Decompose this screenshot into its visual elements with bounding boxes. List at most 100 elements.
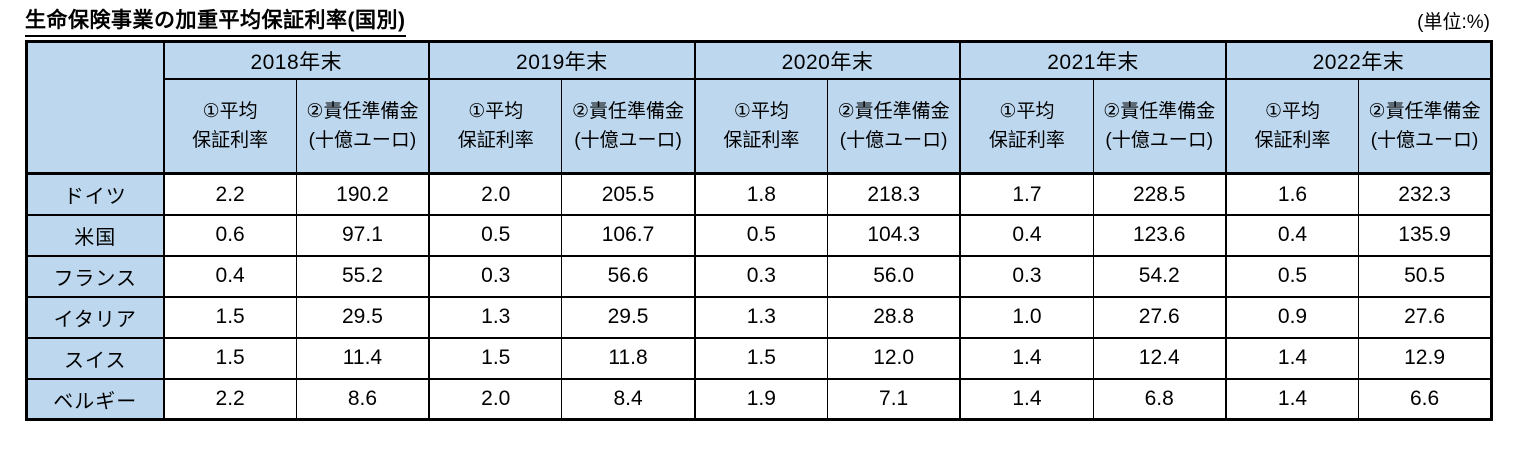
value-cell: 0.9 [1224, 295, 1360, 339]
value-cell: 1.4 [1224, 377, 1360, 421]
subheader-reserve-2021: ②責任準備金 (十億ユーロ) [1092, 77, 1227, 175]
value-cell: 1.5 [428, 336, 563, 380]
value-cell: 12.0 [826, 336, 961, 380]
subheader-rate-line1: ①平均 [468, 100, 524, 122]
subheader-rate-line1: ①平均 [999, 100, 1055, 122]
value-cell: 1.4 [1224, 336, 1360, 380]
subheader-rate-2022: ①平均 保証利率 [1224, 77, 1360, 175]
value-cell: 0.4 [162, 254, 297, 298]
year-header-2020: 2020年末 [693, 40, 961, 80]
guaranteed-rate-table: 2018年末 2019年末 2020年末 2021年末 2022年末 ①平均 保… [25, 40, 1493, 422]
value-cell: 1.4 [959, 377, 1094, 421]
subheader-reserve-line1: ②責任準備金 [837, 100, 950, 122]
value-cell: 27.6 [1358, 295, 1492, 339]
value-cell: 1.9 [693, 377, 828, 421]
value-cell: 0.5 [428, 213, 563, 257]
subheader-rate-line2: 保証利率 [192, 130, 269, 151]
value-cell: 0.5 [1224, 254, 1360, 298]
subheader-reserve-line2: (十億ユーロ) [1105, 130, 1214, 151]
value-cell: 1.5 [162, 295, 297, 339]
value-cell: 0.6 [162, 213, 297, 257]
value-cell: 1.5 [162, 336, 297, 380]
subheader-reserve-line1: ②責任準備金 [572, 100, 685, 122]
country-cell: イタリア [26, 295, 165, 339]
subheader-reserve-line2: (十億ユーロ) [839, 130, 948, 151]
value-cell: 56.6 [561, 254, 696, 298]
country-cell: 米国 [26, 213, 165, 257]
value-cell: 12.9 [1358, 336, 1492, 380]
subheader-reserve-2020: ②責任準備金 (十億ユーロ) [826, 77, 961, 175]
country-cell: フランス [26, 254, 165, 298]
value-cell: 0.3 [428, 254, 563, 298]
value-cell: 97.1 [295, 213, 430, 257]
table-row-france: フランス 0.4 55.2 0.3 56.6 0.3 56.0 0.3 54.2… [26, 254, 1492, 298]
value-cell: 6.6 [1358, 377, 1492, 421]
value-cell: 0.4 [1224, 213, 1360, 257]
subheader-reserve-line1: ②責任準備金 [306, 100, 419, 122]
value-cell: 1.3 [428, 295, 563, 339]
year-header-row: 2018年末 2019年末 2020年末 2021年末 2022年末 [26, 40, 1492, 175]
subheader-rate-line1: ①平均 [1265, 100, 1321, 122]
country-cell: ベルギー [26, 377, 165, 421]
year-header-2022: 2022年末 [1224, 40, 1492, 80]
subheader-rate-2019: ①平均 保証利率 [428, 77, 563, 175]
subheader-rate-line1: ①平均 [733, 100, 789, 122]
table-row-usa: 米国 0.6 97.1 0.5 106.7 0.5 104.3 0.4 123.… [26, 213, 1492, 257]
value-cell: 29.5 [295, 295, 430, 339]
value-cell: 2.2 [162, 172, 297, 216]
subheader-reserve-line2: (十億ユーロ) [574, 130, 682, 151]
value-cell: 106.7 [561, 213, 696, 257]
value-cell: 55.2 [295, 254, 430, 298]
year-header-2019: 2019年末 [428, 40, 696, 80]
subheader-row: ①平均 保証利率 ②責任準備金 (十億ユーロ) ①平均 保証利率 ②責任準備金 … [27, 77, 1492, 175]
header-line: 生命保険事業の加重平均保証利率(国別) (単位:%) [25, 8, 1490, 38]
value-cell: 2.0 [428, 172, 563, 216]
page-title: 生命保険事業の加重平均保証利率(国別) [25, 8, 406, 38]
subheader-reserve-2018: ②責任準備金 (十億ユーロ) [295, 77, 430, 175]
subheader-rate-line1: ①平均 [202, 100, 258, 122]
value-cell: 0.4 [959, 213, 1094, 257]
unit-label: (単位:%) [1417, 12, 1490, 34]
value-cell: 1.7 [959, 172, 1094, 216]
subheader-rate-line2: 保証利率 [723, 130, 800, 151]
subheader-reserve-line1: ②責任準備金 [1368, 100, 1481, 122]
country-cell: スイス [26, 336, 165, 380]
value-cell: 12.4 [1092, 336, 1227, 380]
value-cell: 1.6 [1224, 172, 1360, 216]
value-cell: 1.5 [693, 336, 828, 380]
value-cell: 190.2 [295, 172, 430, 216]
value-cell: 1.8 [693, 172, 828, 216]
value-cell: 27.6 [1092, 295, 1227, 339]
value-cell: 8.6 [295, 377, 430, 421]
subheader-reserve-line2: (十億ユーロ) [308, 130, 417, 151]
value-cell: 11.4 [295, 336, 430, 380]
subheader-reserve-2019: ②責任準備金 (十億ユーロ) [561, 77, 696, 175]
value-cell: 28.8 [826, 295, 961, 339]
value-cell: 2.0 [428, 377, 563, 421]
value-cell: 6.8 [1092, 377, 1227, 421]
value-cell: 11.8 [561, 336, 696, 380]
value-cell: 123.6 [1092, 213, 1227, 257]
value-cell: 218.3 [826, 172, 961, 216]
subheader-rate-2021: ①平均 保証利率 [959, 77, 1094, 175]
value-cell: 0.3 [959, 254, 1094, 298]
value-cell: 29.5 [561, 295, 696, 339]
subheader-reserve-line2: (十億ユーロ) [1370, 130, 1479, 151]
country-cell: ドイツ [26, 172, 165, 216]
subheader-rate-line2: 保証利率 [1254, 130, 1331, 151]
value-cell: 50.5 [1358, 254, 1492, 298]
value-cell: 56.0 [826, 254, 961, 298]
corner-cell [26, 40, 165, 175]
subheader-rate-2018: ①平均 保証利率 [162, 77, 297, 175]
value-cell: 228.5 [1092, 172, 1227, 216]
value-cell: 135.9 [1358, 213, 1492, 257]
year-header-2018: 2018年末 [162, 40, 430, 80]
table-row-belgium: ベルギー 2.2 8.6 2.0 8.4 1.9 7.1 1.4 6.8 1.4… [26, 377, 1492, 421]
table-row-switzerland: スイス 1.5 11.4 1.5 11.8 1.5 12.0 1.4 12.4 … [26, 336, 1492, 380]
value-cell: 1.4 [959, 336, 1094, 380]
value-cell: 2.2 [162, 377, 297, 421]
subheader-reserve-line1: ②責任準備金 [1103, 100, 1216, 122]
value-cell: 0.3 [693, 254, 828, 298]
value-cell: 8.4 [561, 377, 696, 421]
subheader-rate-2020: ①平均 保証利率 [693, 77, 828, 175]
